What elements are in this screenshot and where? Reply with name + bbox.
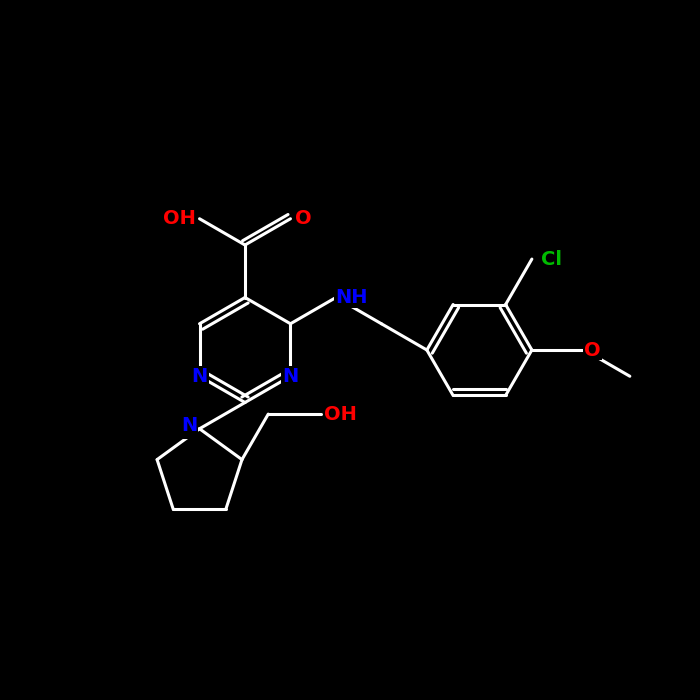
- Text: N: N: [282, 367, 299, 386]
- Text: N: N: [181, 419, 197, 438]
- Text: OH: OH: [324, 405, 357, 424]
- Text: O: O: [584, 340, 601, 360]
- Text: Cl: Cl: [541, 250, 562, 269]
- Text: OH: OH: [164, 209, 197, 228]
- Text: NH: NH: [335, 288, 368, 307]
- Text: N: N: [191, 367, 208, 386]
- Text: N: N: [181, 416, 197, 435]
- Text: O: O: [295, 209, 312, 228]
